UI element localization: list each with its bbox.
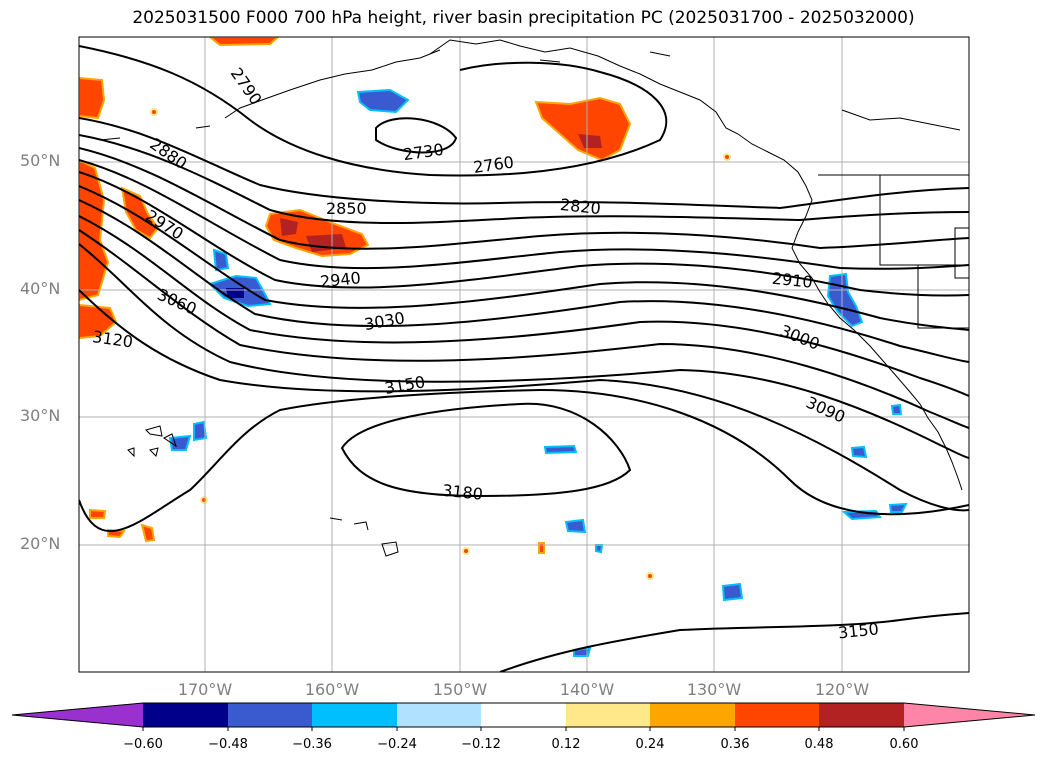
- colorbar-swatch: [312, 703, 397, 727]
- colorbar-swatch: [481, 703, 566, 727]
- contour-label: 2790: [227, 64, 266, 108]
- colorbar-tick-label: −0.60: [123, 737, 163, 752]
- contour-label-group: 2790 2730 2760 2880 2850 2820 2970 2940 …: [91, 64, 879, 642]
- colorbar-extend-max: [904, 703, 1035, 727]
- colorbar-tick-label: 0.12: [551, 737, 581, 752]
- lat-label: 50°N: [20, 151, 61, 170]
- colorbar-tick-label: −0.36: [292, 737, 332, 752]
- contour-label: 3180: [441, 481, 483, 504]
- colorbar-tick-label: 0.36: [720, 737, 750, 752]
- graticule: [79, 37, 969, 672]
- colorbar-swatch: [143, 703, 228, 727]
- contour-label: 3150: [837, 619, 879, 642]
- lat-label: 40°N: [20, 279, 61, 298]
- colorbar: [11, 702, 1036, 731]
- colorbar-tick-label: −0.24: [377, 737, 417, 752]
- colorbar-tick-label: 0.48: [804, 737, 834, 752]
- colorbar-extend-min: [12, 703, 143, 727]
- contour-label: 2880: [146, 134, 190, 173]
- contour-label: 2820: [559, 195, 601, 218]
- contour-label: 2850: [326, 199, 367, 218]
- lat-label: 20°N: [20, 534, 61, 553]
- colorbar-tick-label: 0.24: [635, 737, 665, 752]
- colorbar-swatch: [735, 703, 819, 727]
- colorbar-swatch: [650, 703, 735, 727]
- precip-negative-shading: [168, 88, 908, 657]
- contour-label: 3030: [363, 308, 406, 334]
- contour-label: 2730: [402, 140, 445, 164]
- contour-label: 3000: [777, 321, 822, 354]
- lon-label: 170°W: [177, 680, 233, 699]
- contour-label: 2940: [319, 268, 361, 291]
- coastlines: [99, 39, 969, 557]
- height-contours: [79, 45, 969, 672]
- colorbar-tick-label: −0.12: [461, 737, 501, 752]
- colorbar-tick-label: −0.48: [208, 737, 248, 752]
- contour-label: 2910: [771, 269, 813, 292]
- lon-label: 140°W: [559, 680, 615, 699]
- lon-label: 120°W: [814, 680, 870, 699]
- lon-label: 130°W: [686, 680, 742, 699]
- colorbar-tick-label: 0.60: [889, 737, 919, 752]
- colorbar-swatch: [566, 703, 650, 727]
- colorbar-swatch: [397, 703, 481, 727]
- map-frame: [78, 36, 970, 673]
- lon-label: 150°W: [432, 680, 488, 699]
- contour-label: 3120: [91, 327, 134, 351]
- map-title: 2025031500 F000 700 hPa height, river ba…: [132, 8, 915, 28]
- lon-label: 160°W: [304, 680, 360, 699]
- lat-label: 30°N: [20, 406, 61, 425]
- colorbar-swatch: [819, 703, 904, 727]
- colorbar-swatch: [228, 703, 312, 727]
- contour-label: 3090: [803, 393, 848, 427]
